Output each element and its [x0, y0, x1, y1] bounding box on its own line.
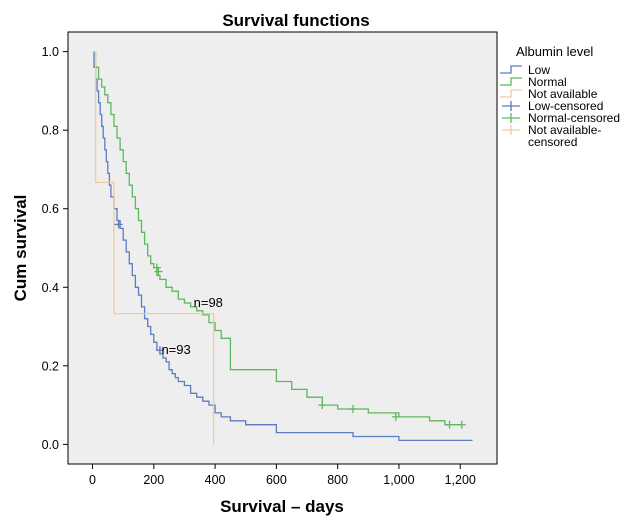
series-line-low: [92, 50, 473, 442]
y-tick-label: 0.2: [42, 359, 59, 373]
x-tick-label: 800: [327, 473, 348, 487]
legend-label: Not available-censored: [528, 123, 601, 149]
x-tick-label: 1,000: [383, 473, 414, 487]
legend-title: Albumin level: [516, 44, 593, 59]
chart-title: Survival functions: [222, 11, 369, 30]
y-tick-label: 0.8: [42, 124, 59, 138]
censor-marker-low: [114, 220, 123, 229]
legend-symbol-step: [500, 89, 522, 98]
plot-area: [67, 31, 498, 465]
x-tick-label: 1,200: [445, 473, 476, 487]
x-tick-label: 0: [89, 473, 96, 487]
series-layer: [92, 50, 473, 445]
x-tick-label: 600: [266, 473, 287, 487]
censor-layer: [114, 220, 466, 429]
x-axis-ticks: 0 200 400 600 800 1,000 1,200: [89, 464, 476, 487]
legend-label: Normal: [528, 75, 567, 89]
annotation-layer: n=98 n=93: [161, 295, 222, 357]
y-axis-ticks: 0.0 0.2 0.4 0.6 0.8 1.0: [42, 45, 68, 452]
series-line-not-available: [92, 50, 215, 445]
x-tick-label: 200: [143, 473, 164, 487]
legend-symbol-step: [500, 65, 522, 74]
y-axis-label: Cum survival: [11, 195, 30, 302]
censor-marker-normal: [391, 412, 400, 421]
censor-marker-low: [155, 346, 164, 355]
censor-marker-normal: [348, 405, 357, 414]
x-axis-label: Survival – days: [220, 497, 344, 516]
legend-symbol-plus: [502, 125, 520, 135]
censor-marker-normal: [457, 420, 466, 429]
annotation-label: n=93: [161, 342, 190, 357]
censor-marker-normal: [318, 401, 327, 410]
legend-symbol-plus: [502, 113, 520, 123]
censor-marker-normal: [445, 420, 454, 429]
legend-symbol-step: [500, 77, 522, 86]
x-tick-label: 400: [205, 473, 226, 487]
legend-label: Low-censored: [528, 99, 603, 113]
legend-label: Not available: [528, 87, 598, 101]
annotation-label: n=98: [194, 295, 223, 310]
y-tick-label: 0.4: [42, 281, 59, 295]
y-tick-label: 0.0: [42, 438, 59, 452]
y-tick-label: 1.0: [42, 45, 59, 59]
legend-label: Low: [528, 63, 550, 77]
y-tick-label: 0.6: [42, 202, 59, 216]
legend-label: Normal-censored: [528, 111, 620, 125]
series-line-normal: [92, 50, 461, 426]
censor-marker-normal: [154, 267, 163, 276]
censor-marker-normal: [152, 263, 161, 272]
legend-symbol-plus: [502, 101, 520, 111]
